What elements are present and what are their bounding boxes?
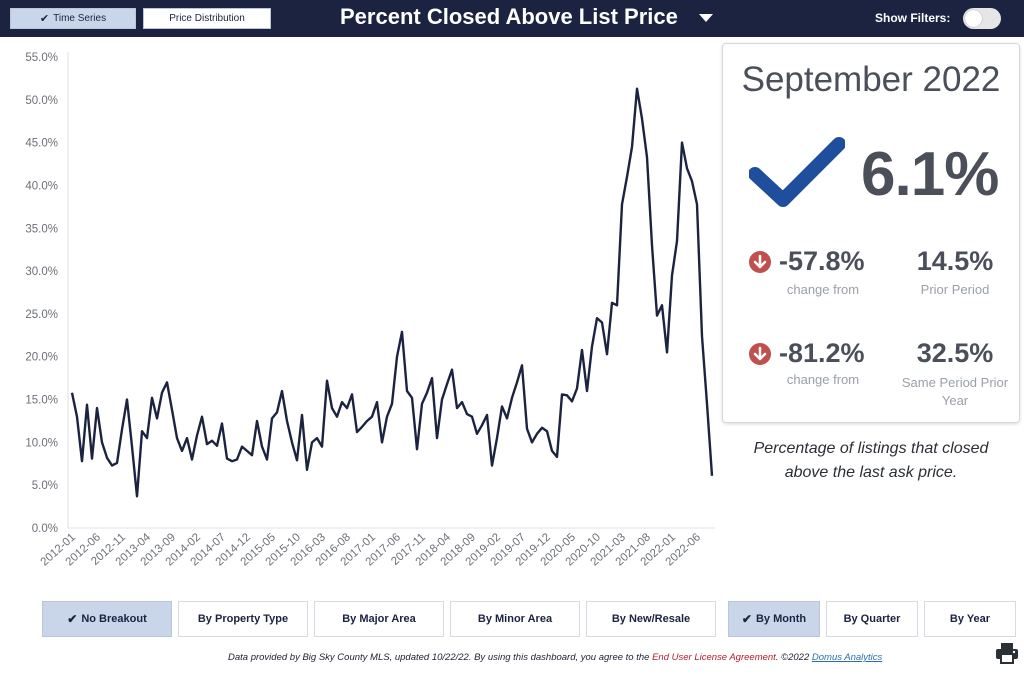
down-arrow-icon xyxy=(749,343,771,365)
prior-period-value: 14.5% xyxy=(916,246,994,276)
by-property-type-label: By Property Type xyxy=(197,613,289,625)
change-prior-label: change from xyxy=(786,282,860,297)
y-tick-label: 35.0% xyxy=(25,223,58,235)
y-tick-label: 5.0% xyxy=(32,480,58,492)
y-tick-label: 20.0% xyxy=(25,352,58,364)
by-property-type-button[interactable]: By Property Type xyxy=(178,601,308,637)
by-month-button[interactable]: ✔ By Month xyxy=(728,601,820,637)
prior-period-label: Prior Period xyxy=(920,282,990,297)
license-link[interactable]: End User License Agreement xyxy=(652,652,776,663)
no-breakout-button[interactable]: ✔ No Breakout xyxy=(42,601,172,637)
y-tick-label: 40.0% xyxy=(25,180,58,192)
check-icon: ✔ xyxy=(67,612,78,626)
header-bar: ✔ Time Series Price Distribution Percent… xyxy=(0,0,1024,37)
description-line2: above the last ask price. xyxy=(784,464,958,481)
footer-disclaimer: Data provided by Big Sky County MLS, upd… xyxy=(228,652,882,663)
summary-card: September 2022 6.1% -57.8% change from 1… xyxy=(722,43,1020,423)
change-prior-year-label: change from xyxy=(786,372,860,387)
by-minor-area-label: By Minor Area xyxy=(477,613,553,625)
x-axis: 2012-012012-062012-112013-042013-092014-… xyxy=(39,531,703,569)
y-tick-label: 25.0% xyxy=(25,309,58,321)
check-icon: ✔ xyxy=(39,13,50,25)
down-arrow-icon xyxy=(749,251,771,273)
toggle-knob xyxy=(965,10,982,27)
change-prior-period: -57.8% xyxy=(779,246,865,276)
change-prior-year: -81.2% xyxy=(779,338,865,368)
y-tick-label: 0.0% xyxy=(32,523,58,535)
tab-time-series[interactable]: ✔ Time Series xyxy=(10,8,136,29)
footer-text-1: Data provided by Big Sky County MLS, upd… xyxy=(228,652,653,663)
summary-value: 6.1% xyxy=(861,140,999,209)
summary-month: September 2022 xyxy=(741,60,1001,99)
footer-text-2: . ©2022 xyxy=(775,652,812,663)
by-year-label: By Year xyxy=(949,613,991,625)
by-major-area-button[interactable]: By Major Area xyxy=(314,601,444,637)
by-major-area-label: By Major Area xyxy=(342,613,416,625)
title-dropdown-caret-icon[interactable] xyxy=(699,14,713,22)
by-new-resale-button[interactable]: By New/Resale xyxy=(586,601,716,637)
y-axis: 0.0% 5.0% 10.0% 15.0% 20.0% 25.0% 30.0% 35.0% 40… xyxy=(25,52,715,535)
y-tick-label: 30.0% xyxy=(25,266,58,278)
by-year-button[interactable]: By Year xyxy=(924,601,1016,637)
y-tick-label: 15.0% xyxy=(25,395,58,407)
by-month-label: By Month xyxy=(755,613,807,625)
prior-year-value: 32.5% xyxy=(916,338,994,368)
by-new-resale-label: By New/Resale xyxy=(611,613,691,625)
brand-link[interactable]: Domus Analytics xyxy=(811,652,883,663)
y-tick-label: 10.0% xyxy=(25,437,58,449)
tab-price-distribution[interactable]: Price Distribution xyxy=(143,8,271,29)
prior-year-label-line2: Year xyxy=(941,393,969,408)
by-quarter-button[interactable]: By Quarter xyxy=(826,601,918,637)
description-line1: Percentage of listings that closed xyxy=(753,440,989,457)
show-filters-label: Show Filters: xyxy=(875,11,951,25)
by-minor-area-button[interactable]: By Minor Area xyxy=(450,601,580,637)
description: Percentage of listings that closed above… xyxy=(722,437,1020,485)
by-quarter-label: By Quarter xyxy=(843,613,901,625)
prior-year-label: Same Period Prior Year xyxy=(895,375,1015,408)
series-line xyxy=(70,87,714,498)
big-check-icon xyxy=(749,137,845,207)
prior-year-label-line1: Same Period Prior xyxy=(901,375,1009,390)
tab-time-series-label: Time Series xyxy=(53,13,107,24)
page-title: Percent Closed Above List Price xyxy=(340,4,678,29)
tab-price-distribution-label: Price Distribution xyxy=(169,13,245,24)
y-tick-label: 50.0% xyxy=(25,95,58,107)
time-series-chart: 0.0% 5.0% 10.0% 15.0% 20.0% 25.0% 30.0% 35.0% 40… xyxy=(25,52,715,569)
check-icon: ✔ xyxy=(741,612,752,626)
print-icon[interactable] xyxy=(995,642,1019,664)
show-filters-toggle[interactable] xyxy=(963,8,1001,29)
y-tick-label: 55.0% xyxy=(25,52,58,64)
y-tick-label: 45.0% xyxy=(25,138,58,150)
no-breakout-label: No Breakout xyxy=(81,613,147,625)
